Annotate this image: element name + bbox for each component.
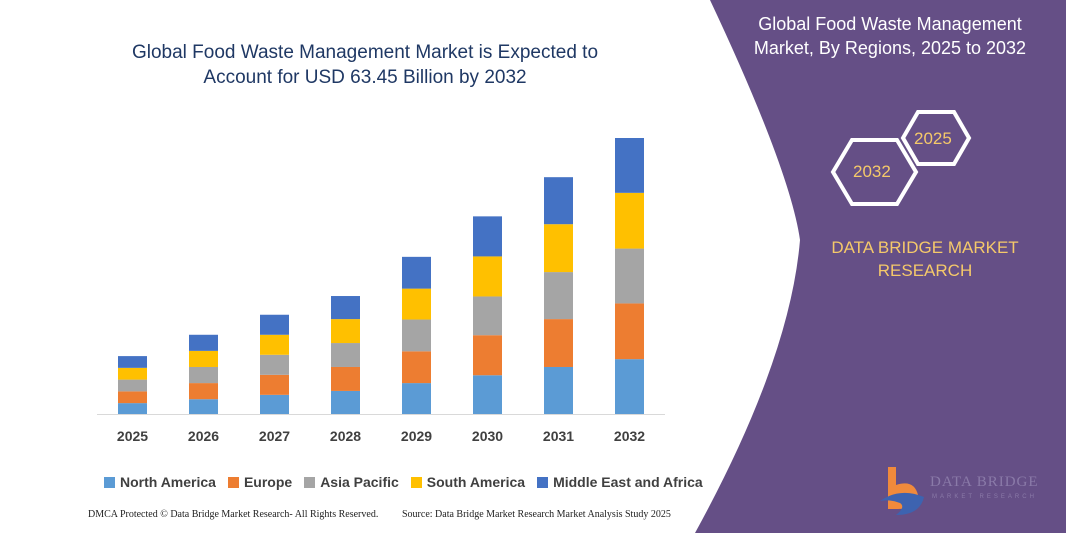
legend-label: Europe (243, 474, 293, 490)
bar-segment (615, 303, 644, 360)
stacked-bar-chart: 2025 2026 2027 2028 2029 2030 2031 2032 (97, 138, 665, 444)
legend-item: South America (410, 474, 526, 490)
bar-segment (260, 314, 289, 335)
bar-segment (402, 383, 431, 414)
bar-segment (402, 319, 431, 352)
bar-segment (402, 288, 431, 320)
legend-label: Asia Pacific (320, 474, 399, 490)
x-tick-label: 2032 (614, 428, 645, 444)
legend: North America Europe Asia Pacific South Ame… (104, 474, 703, 490)
bar-segment (473, 375, 502, 414)
hex-label-2032: 2032 (853, 162, 891, 181)
logo-text: DATA BRIDGE (930, 474, 1039, 490)
legend-item: Middle East and Africa (537, 474, 703, 490)
legend-swatch (227, 476, 239, 488)
x-tick-label: 2027 (259, 428, 290, 444)
bar-segment (189, 383, 218, 400)
x-tick-label: 2026 (188, 428, 219, 444)
footer-copyright: DMCA Protected © Data Bridge Market Rese… (88, 509, 379, 520)
x-tick-label: 2025 (117, 428, 148, 444)
footer-source: Source: Data Bridge Market Research Mark… (402, 509, 671, 520)
bar-segment (615, 359, 644, 414)
hexagon-2025 (900, 110, 972, 166)
bar-segment (118, 367, 147, 380)
bar-segment (118, 379, 147, 392)
legend-swatch (104, 476, 115, 488)
bar-segment (118, 356, 147, 368)
bar-segment (544, 224, 573, 273)
bar-segment (189, 350, 218, 367)
legend-item: North America (104, 474, 216, 490)
bar-segment (331, 390, 360, 414)
bar-segment (615, 138, 644, 193)
hex-label-2025: 2025 (914, 129, 952, 148)
logo-subtext: MARKET RESEARCH (932, 494, 1037, 500)
chart-title: Global Food Waste Management Market is E… (131, 42, 599, 88)
x-tick-label: 2029 (401, 428, 432, 444)
legend-swatch (304, 476, 316, 488)
data-bridge-logo-icon (880, 467, 924, 515)
legend-swatch (410, 476, 422, 488)
bar-segment (189, 366, 218, 384)
bar-segment (331, 296, 360, 320)
x-tick-label: 2030 (472, 428, 503, 444)
legend-item: Europe (227, 474, 293, 490)
legend-label: North America (120, 474, 216, 490)
bar-segment (544, 272, 573, 320)
bar-segment (544, 366, 573, 414)
bar-segment (118, 403, 147, 414)
panel-title: Global Food Waste Management Market, By … (753, 14, 1027, 58)
bar-segment (402, 351, 431, 384)
bar-segment (402, 256, 431, 289)
bar-segment (260, 334, 289, 355)
x-tick-label: 2031 (543, 428, 574, 444)
legend-item: Asia Pacific (304, 474, 399, 490)
bar-segment (473, 335, 502, 376)
hexagon-2032 (830, 138, 919, 206)
brand-name: DATA BRIDGE MARKET RESEARCH (831, 238, 1019, 280)
bar-segment (260, 354, 289, 375)
bar-segment (260, 374, 289, 395)
legend-label: South America (426, 474, 526, 490)
bar-segment (331, 319, 360, 344)
legend-label: Middle East and Africa (553, 474, 703, 490)
bar-segment (473, 296, 502, 336)
bar-segment (189, 399, 218, 414)
bar-segment (331, 343, 360, 367)
bar-segment (189, 334, 218, 351)
bar-segment (615, 192, 644, 249)
bar-segment (118, 391, 147, 404)
bar-segment (473, 216, 502, 257)
legend-swatch (537, 476, 549, 488)
bar-segment (331, 366, 360, 391)
bar-segment (260, 394, 289, 414)
bar-segment (544, 319, 573, 367)
bar-segment (544, 177, 573, 225)
bar-segment (615, 248, 644, 304)
bar-segment (473, 256, 502, 297)
x-tick-label: 2028 (330, 428, 361, 444)
